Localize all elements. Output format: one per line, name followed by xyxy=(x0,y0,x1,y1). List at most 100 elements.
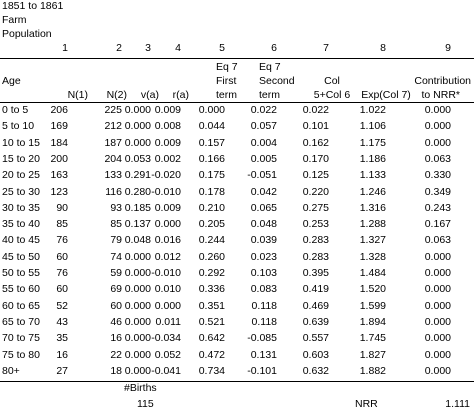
table-cell: 0.057 xyxy=(250,120,277,132)
table-cell: 0.039 xyxy=(250,234,277,246)
table-cell: 1.316 xyxy=(359,202,386,214)
table-cell: 0.000 xyxy=(124,283,151,295)
table-cell: -0.010 xyxy=(151,267,181,279)
table-cell: 0.009 xyxy=(154,137,181,149)
table-cell: 0.178 xyxy=(198,186,225,198)
table-cell: 27 xyxy=(56,365,68,377)
row-age-label: 75 to 80 xyxy=(2,349,40,361)
table-cell: -0.085 xyxy=(247,332,277,344)
col-number-3: 3 xyxy=(145,42,151,54)
table-cell: 0.065 xyxy=(250,202,277,214)
table-cell: 60 xyxy=(56,251,68,263)
table-cell: 0.000 xyxy=(424,283,451,295)
table-cell: 0.283 xyxy=(302,251,329,263)
table-cell: 0.162 xyxy=(302,137,329,149)
header-ra: r(a) xyxy=(172,89,189,101)
table-cell: 16 xyxy=(110,332,122,344)
header-eq7-second-2: Second xyxy=(259,75,295,87)
table-cell: 0.243 xyxy=(424,202,451,214)
table-cell: -0.101 xyxy=(247,365,277,377)
table-cell: 0.000 xyxy=(424,365,451,377)
table-cell: 0.603 xyxy=(302,349,329,361)
row-age-label: 60 to 65 xyxy=(2,300,40,312)
table-cell: 74 xyxy=(110,251,122,263)
table-cell: 1.288 xyxy=(359,218,386,230)
table-cell: 0.395 xyxy=(302,267,329,279)
table-cell: 0.185 xyxy=(124,202,151,214)
table-cell: 0.023 xyxy=(250,251,277,263)
col-number-8: 8 xyxy=(380,42,386,54)
header-exp: Exp(Col 7) xyxy=(361,89,411,101)
table-cell: 1.894 xyxy=(359,316,386,328)
header-n1: N(1) xyxy=(67,89,88,101)
table-cell: 0.000 xyxy=(124,104,151,116)
table-cell: 0.000 xyxy=(124,120,151,132)
table-cell: 1.246 xyxy=(359,186,386,198)
table-cell: 0.280 xyxy=(124,186,151,198)
table-cell: 0.048 xyxy=(124,234,151,246)
table-cell: 0.125 xyxy=(302,169,329,181)
header-eq7-first-2: First xyxy=(216,75,237,87)
table-cell: 0.016 xyxy=(154,234,181,246)
table-cell: 0.000 xyxy=(124,267,151,279)
table-cell: 0.004 xyxy=(250,137,277,149)
title-line-1: 1851 to 1861 xyxy=(2,0,64,12)
table-cell: 0.167 xyxy=(424,218,451,230)
table-cell: 76 xyxy=(56,234,68,246)
col-number-1: 1 xyxy=(62,42,68,54)
table-cell: 43 xyxy=(56,316,68,328)
table-cell: 0.283 xyxy=(302,234,329,246)
row-age-label: 25 to 30 xyxy=(2,186,40,198)
table-cell: 0.419 xyxy=(302,283,329,295)
table-cell: 0.063 xyxy=(424,234,451,246)
table-cell: 1.882 xyxy=(359,365,386,377)
row-age-label: 50 to 55 xyxy=(2,267,40,279)
table-cell: 85 xyxy=(110,218,122,230)
table-cell: 0.009 xyxy=(154,104,181,116)
table-cell: 93 xyxy=(110,202,122,214)
table-cell: 0.351 xyxy=(198,300,225,312)
header-col-sum-2: 5+Col 6 xyxy=(313,89,351,101)
table-cell: 0.010 xyxy=(154,283,181,295)
table-cell: -0.034 xyxy=(151,332,181,344)
table-cell: 0.292 xyxy=(198,267,225,279)
table-cell: 0.157 xyxy=(198,137,225,149)
table-cell: 0.000 xyxy=(424,251,451,263)
table-cell: 0.103 xyxy=(250,267,277,279)
table-cell: -0.041 xyxy=(151,365,181,377)
table-cell: 0.734 xyxy=(198,365,225,377)
row-age-label: 70 to 75 xyxy=(2,332,40,344)
table-cell: 46 xyxy=(110,316,122,328)
table-cell: 0.118 xyxy=(251,316,278,328)
row-age-label: 30 to 35 xyxy=(2,202,40,214)
table-cell: 18 xyxy=(110,365,122,377)
table-cell: 0.469 xyxy=(302,300,329,312)
table-cell: 0.118 xyxy=(251,300,278,312)
table-cell: 206 xyxy=(50,104,68,116)
table-cell: 0.000 xyxy=(424,332,451,344)
table-cell: 0.260 xyxy=(198,251,225,263)
table-cell: 200 xyxy=(50,153,68,165)
table-cell: 90 xyxy=(56,202,68,214)
table-cell: 0.000 xyxy=(424,137,451,149)
table-cell: 0.000 xyxy=(124,316,151,328)
table-cell: 0.521 xyxy=(198,316,225,328)
table-cell: 60 xyxy=(110,300,122,312)
row-age-label: 10 to 15 xyxy=(2,137,40,149)
table-cell: 35 xyxy=(56,332,68,344)
header-rule-top xyxy=(0,58,474,59)
table-cell: 0.044 xyxy=(198,120,225,132)
table-cell: 0.042 xyxy=(250,186,277,198)
header-va: v(a) xyxy=(140,89,159,101)
table-cell: -0.020 xyxy=(151,169,181,181)
table-cell: 0.011 xyxy=(155,316,182,328)
table-cell: 0.632 xyxy=(302,365,329,377)
table-cell: 116 xyxy=(105,186,122,198)
table-cell: 1.186 xyxy=(359,153,386,165)
row-age-label: 0 to 5 xyxy=(2,104,29,116)
table-cell: 0.000 xyxy=(154,300,181,312)
table-cell: 0.000 xyxy=(124,251,151,263)
table-cell: 123 xyxy=(50,186,68,198)
table-cell: 1.827 xyxy=(359,349,386,361)
table-cell: 22 xyxy=(110,349,122,361)
